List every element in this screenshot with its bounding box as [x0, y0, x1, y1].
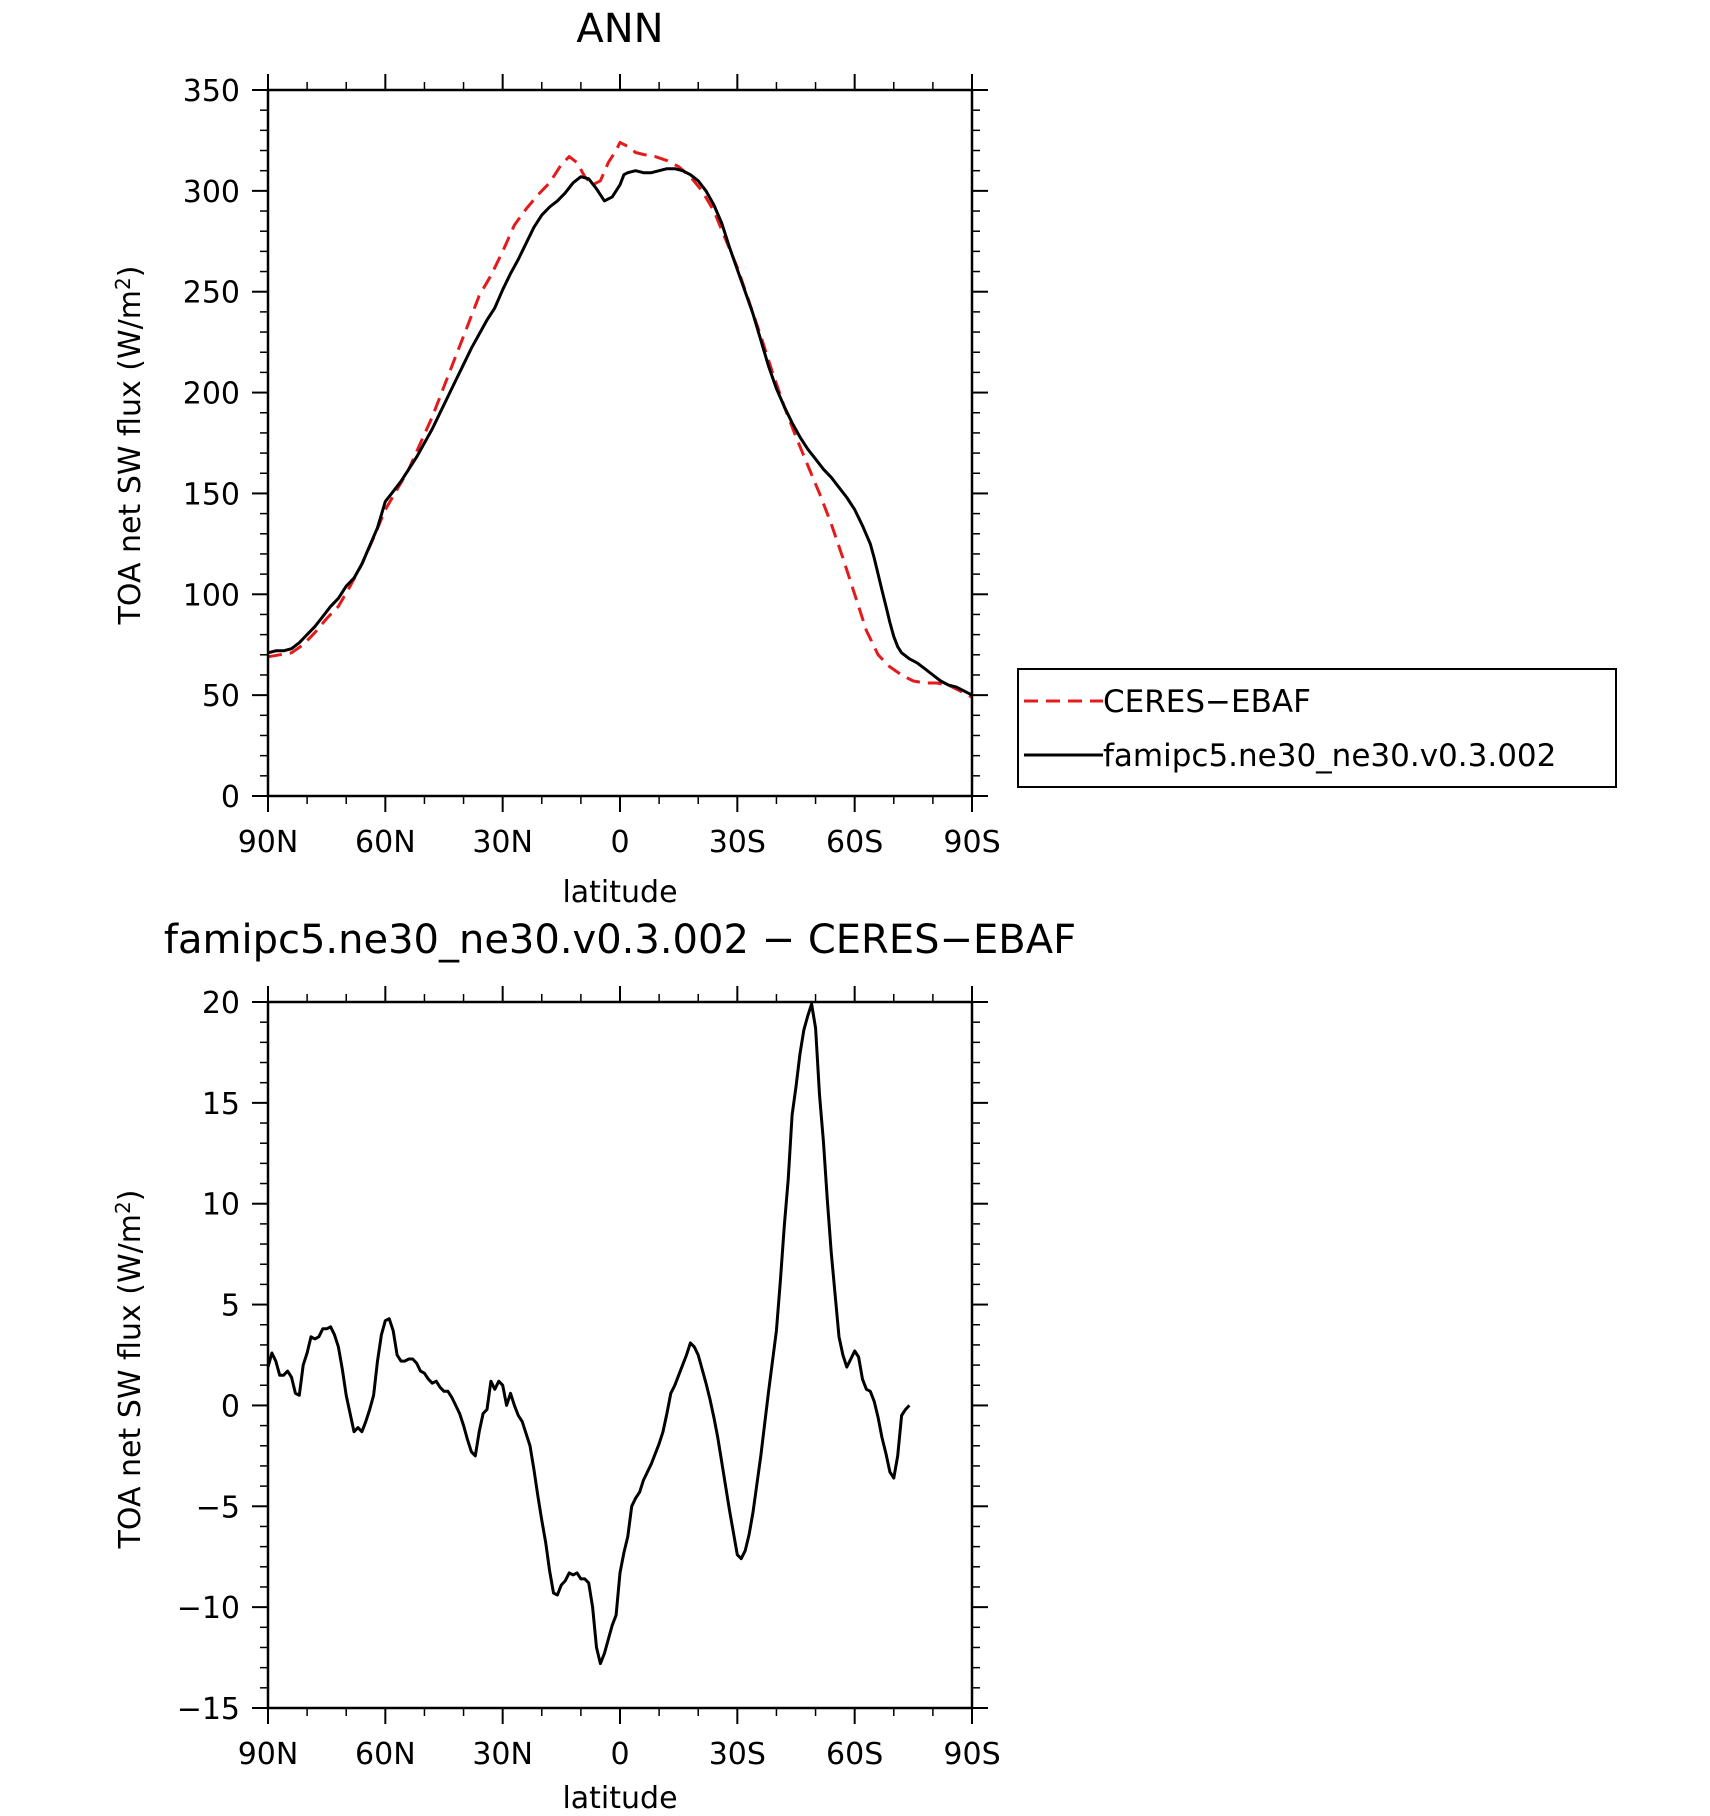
- y-tick-label: 300: [183, 175, 240, 210]
- legend-box: [1017, 668, 1617, 788]
- x-tick-label: 30N: [472, 825, 533, 860]
- plot-frame-bottom: [266, 1000, 974, 1710]
- y-tick-label: −10: [177, 1591, 240, 1626]
- x-tick-label: 60S: [826, 1737, 883, 1772]
- y-tick-label: 100: [183, 578, 240, 613]
- y-tick-label: 5: [221, 1289, 240, 1324]
- y-tick-label: 350: [183, 74, 240, 109]
- x-tick-label: 90S: [943, 825, 1000, 860]
- plot-series-top: [267, 140, 973, 699]
- plot-series-bottom: [266, 1002, 911, 1666]
- x-tick-label: 60N: [355, 1737, 416, 1772]
- y-tick-label: 20: [202, 986, 240, 1021]
- y-axis-label-bottom: TOA net SW flux (W/m2): [111, 1190, 148, 1550]
- chart-panel-difference: famipc5.ne30_ne30.v0.3.002 − CERES−EBAF …: [111, 917, 1076, 1816]
- y-tick-label: 15: [202, 1087, 240, 1122]
- legend-label-ceres: CERES−EBAF: [1103, 684, 1311, 720]
- x-tick-label: 30N: [472, 1737, 533, 1772]
- y-tick-label: 50: [202, 679, 240, 714]
- tick-labels-top: 90N 60N 30N 0 30S 60S 90S 0 50 100 150 200 250 300 350: [183, 74, 1001, 860]
- x-tick-label: 60N: [355, 825, 416, 860]
- x-axis-label-bottom: latitude: [562, 1781, 677, 1816]
- axis-ticks-top: [252, 74, 988, 812]
- y-tick-label: 200: [183, 377, 240, 412]
- legend: CERES−EBAF famipc5.ne30_ne30.v0.3.002: [1017, 668, 1617, 788]
- x-tick-label: 90S: [943, 1737, 1000, 1772]
- plot-frame-top: [266, 88, 974, 798]
- x-tick-label: 0: [610, 825, 629, 860]
- y-tick-label: 150: [183, 477, 240, 512]
- series-line-top-0: [267, 140, 973, 699]
- y-tick-label: −5: [196, 1490, 240, 1525]
- x-axis-label-top: latitude: [562, 875, 677, 910]
- y-axis-label-top: TOA net SW flux (W/m2): [111, 266, 148, 626]
- y-tick-label: 0: [221, 1389, 240, 1424]
- x-tick-label: 30S: [709, 825, 766, 860]
- series-line-bottom-0: [266, 1002, 911, 1666]
- x-tick-label: 90N: [238, 1737, 299, 1772]
- y-tick-label: 10: [202, 1188, 240, 1223]
- tick-labels-bottom: 90N 60N 30N 0 30S 60S 90S −15 −10 −5 0 5 10 15 20: [177, 986, 1001, 1772]
- chart-title-bottom: famipc5.ne30_ne30.v0.3.002 − CERES−EBAF: [164, 917, 1076, 963]
- y-tick-label: 0: [221, 780, 240, 815]
- axis-ticks-bottom: [252, 986, 988, 1724]
- legend-label-model: famipc5.ne30_ne30.v0.3.002: [1103, 738, 1556, 774]
- y-tick-label: 250: [183, 276, 240, 311]
- chart-title-top: ANN: [576, 6, 663, 52]
- x-tick-label: 90N: [238, 825, 299, 860]
- series-line-top-1: [267, 167, 973, 697]
- chart-panel-annual: ANN TOA net SW flux (W/m2) latitude 90N 6…: [111, 6, 1001, 910]
- x-tick-label: 60S: [826, 825, 883, 860]
- x-tick-label: 30S: [709, 1737, 766, 1772]
- y-tick-label: −15: [177, 1692, 240, 1727]
- x-tick-label: 0: [610, 1737, 629, 1772]
